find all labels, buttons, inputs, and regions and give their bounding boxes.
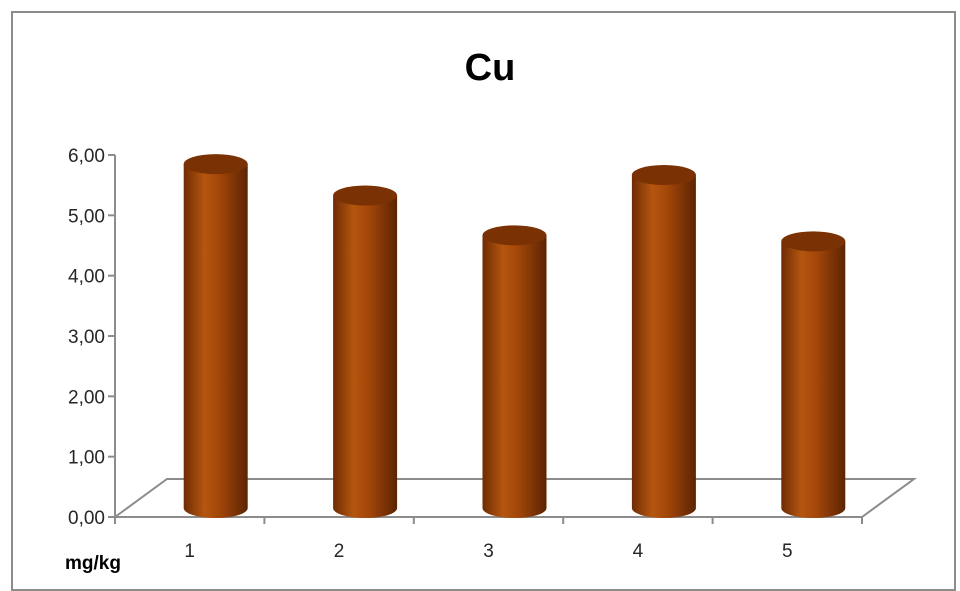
bar-top bbox=[781, 231, 846, 252]
bar-top bbox=[631, 164, 696, 185]
bar-body bbox=[333, 195, 398, 519]
bar bbox=[183, 154, 248, 518]
bar-top bbox=[482, 225, 547, 246]
bar bbox=[333, 185, 398, 519]
bars bbox=[183, 154, 846, 519]
y-tick-label: 4,00 bbox=[68, 267, 105, 288]
x-tick-label: 2 bbox=[334, 541, 345, 562]
x-tick-label: 1 bbox=[184, 541, 195, 562]
bar-body bbox=[631, 174, 696, 518]
unit-label: mg/kg bbox=[65, 553, 121, 574]
bar-body bbox=[183, 164, 248, 518]
y-tick-label: 5,00 bbox=[68, 206, 105, 227]
bar-top bbox=[183, 154, 248, 175]
x-axis-ticks: 1 2 3 4 5 bbox=[114, 517, 863, 562]
y-tick-label: 1,00 bbox=[68, 448, 105, 469]
bar-body bbox=[781, 241, 846, 519]
bar-top bbox=[333, 185, 398, 206]
y-tick-label: 2,00 bbox=[68, 387, 105, 408]
bar bbox=[631, 164, 696, 518]
y-tick-label: 6,00 bbox=[68, 146, 105, 167]
bar bbox=[482, 225, 547, 518]
x-tick-label: 5 bbox=[782, 541, 793, 562]
x-tick-label: 3 bbox=[483, 541, 494, 562]
bar bbox=[781, 231, 846, 519]
y-tick-label: 0,00 bbox=[68, 508, 105, 529]
x-tick-label: 4 bbox=[633, 541, 644, 562]
y-axis-ticks: 0,00 1,00 2,00 3,00 4,00 5,00 6,00 bbox=[68, 146, 115, 529]
bar-body bbox=[482, 235, 547, 518]
y-tick-label: 3,00 bbox=[68, 327, 105, 348]
chart-title: Cu bbox=[465, 47, 516, 89]
